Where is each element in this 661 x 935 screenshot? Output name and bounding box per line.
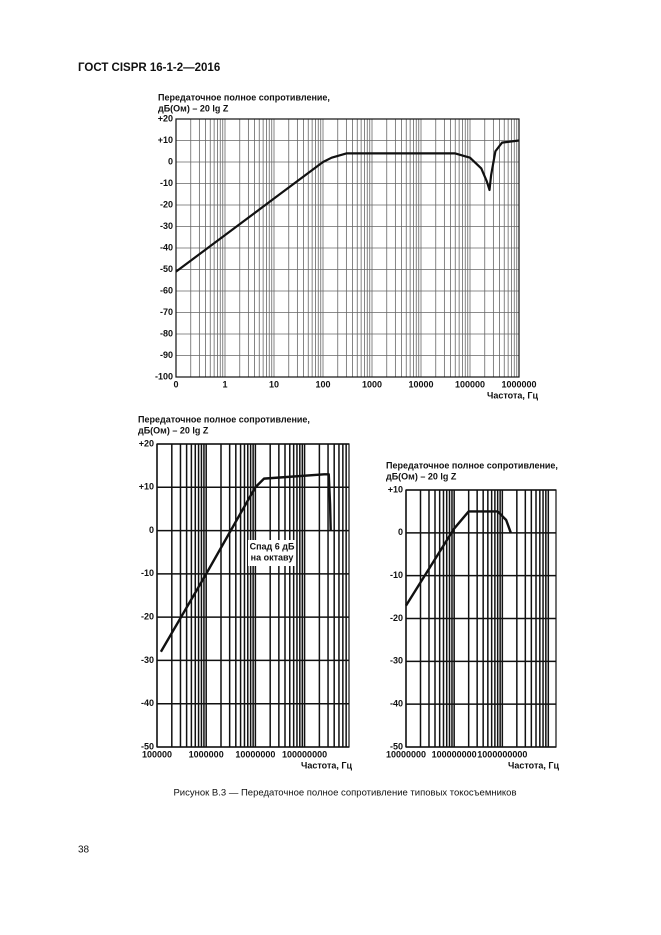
y-tick-label: 0 [168, 156, 173, 166]
y-tick-label: -50 [390, 741, 403, 751]
y-tick-label: -50 [141, 741, 154, 751]
x-tick-label: 1000 [362, 379, 382, 389]
data-line [404, 510, 512, 607]
y-tick-label: -30 [141, 655, 154, 665]
data-line [159, 473, 332, 653]
data-line [175, 139, 520, 273]
x-tick-label: 10 [269, 379, 279, 389]
x-tick-label: 100000000 [432, 749, 477, 759]
y-tick-label: -90 [160, 350, 173, 360]
y-tick-label: -60 [160, 285, 173, 295]
x-axis-label: Частота, Гц [508, 760, 559, 770]
y-tick-label: 0 [149, 525, 154, 535]
y-tick-label: +10 [158, 135, 173, 145]
y-axis-label: дБ(Ом) – 20 lg Z [158, 103, 229, 113]
chart: +20+100-10-20-30-40-50-60-70-80-90-1000 1… [155, 92, 538, 400]
x-tick-label: 1000000 [501, 379, 536, 389]
y-axis-label: дБ(Ом) – 20 lg Z [386, 471, 457, 481]
y-tick-label: +10 [139, 482, 154, 492]
y-tick-label: -20 [160, 199, 173, 209]
y-axis-label: Передаточное полное сопротивление, [386, 460, 558, 470]
y-tick-label: 0 [398, 527, 403, 537]
x-tick-label: 100000 [455, 379, 485, 389]
y-tick-label: -100 [155, 371, 173, 381]
y-tick-label: -40 [160, 242, 173, 252]
annotation: на октаву [251, 552, 294, 562]
y-tick-label: -10 [141, 568, 154, 578]
plot-frame [175, 118, 520, 378]
y-tick-label: +10 [388, 484, 403, 494]
plot-frame [156, 443, 350, 748]
annotation-box [248, 540, 296, 566]
y-tick-label: -80 [160, 328, 173, 338]
x-tick-label: 100000000 [282, 749, 327, 759]
page-number: 38 [78, 845, 90, 856]
x-tick-label: 1000000000 [477, 749, 527, 759]
y-axis-label: Передаточное полное сопротивление, [138, 414, 310, 424]
y-tick-label: +20 [158, 113, 173, 123]
annotation: Спад 6 дБ [250, 541, 295, 551]
y-tick-label: -10 [390, 570, 403, 580]
y-tick-label: -20 [141, 612, 154, 622]
x-tick-label: 10000000 [386, 749, 426, 759]
y-tick-label: +20 [139, 438, 154, 448]
x-tick-label: 100000 [142, 749, 172, 759]
y-tick-label: -40 [390, 699, 403, 709]
y-tick-label: -30 [160, 221, 173, 231]
y-tick-label: -40 [141, 698, 154, 708]
x-axis-label: Частота, Гц [487, 390, 538, 400]
y-tick-label: -70 [160, 307, 173, 317]
y-tick-label: -50 [160, 264, 173, 274]
y-tick-label: -10 [160, 178, 173, 188]
caption: Рисунок В.3 — Передаточное полное сопрот… [173, 788, 516, 799]
header: ГОСТ CISPR 16-1-2—2016 [78, 62, 220, 74]
x-tick-label: 100 [315, 379, 330, 389]
x-tick-label: 0 [173, 379, 178, 389]
plot-frame [405, 489, 557, 748]
x-tick-label: 1 [222, 379, 227, 389]
x-tick-label: 10000 [408, 379, 433, 389]
x-tick-label: 1000000 [189, 749, 224, 759]
y-tick-label: -20 [390, 613, 403, 623]
y-axis-label: Передаточное полное сопротивление, [158, 92, 330, 102]
y-axis-label: дБ(Ом) – 20 lg Z [138, 425, 209, 435]
x-axis-label: Частота, Гц [301, 760, 352, 770]
x-tick-label: 10000000 [235, 749, 275, 759]
y-tick-label: -30 [390, 656, 403, 666]
